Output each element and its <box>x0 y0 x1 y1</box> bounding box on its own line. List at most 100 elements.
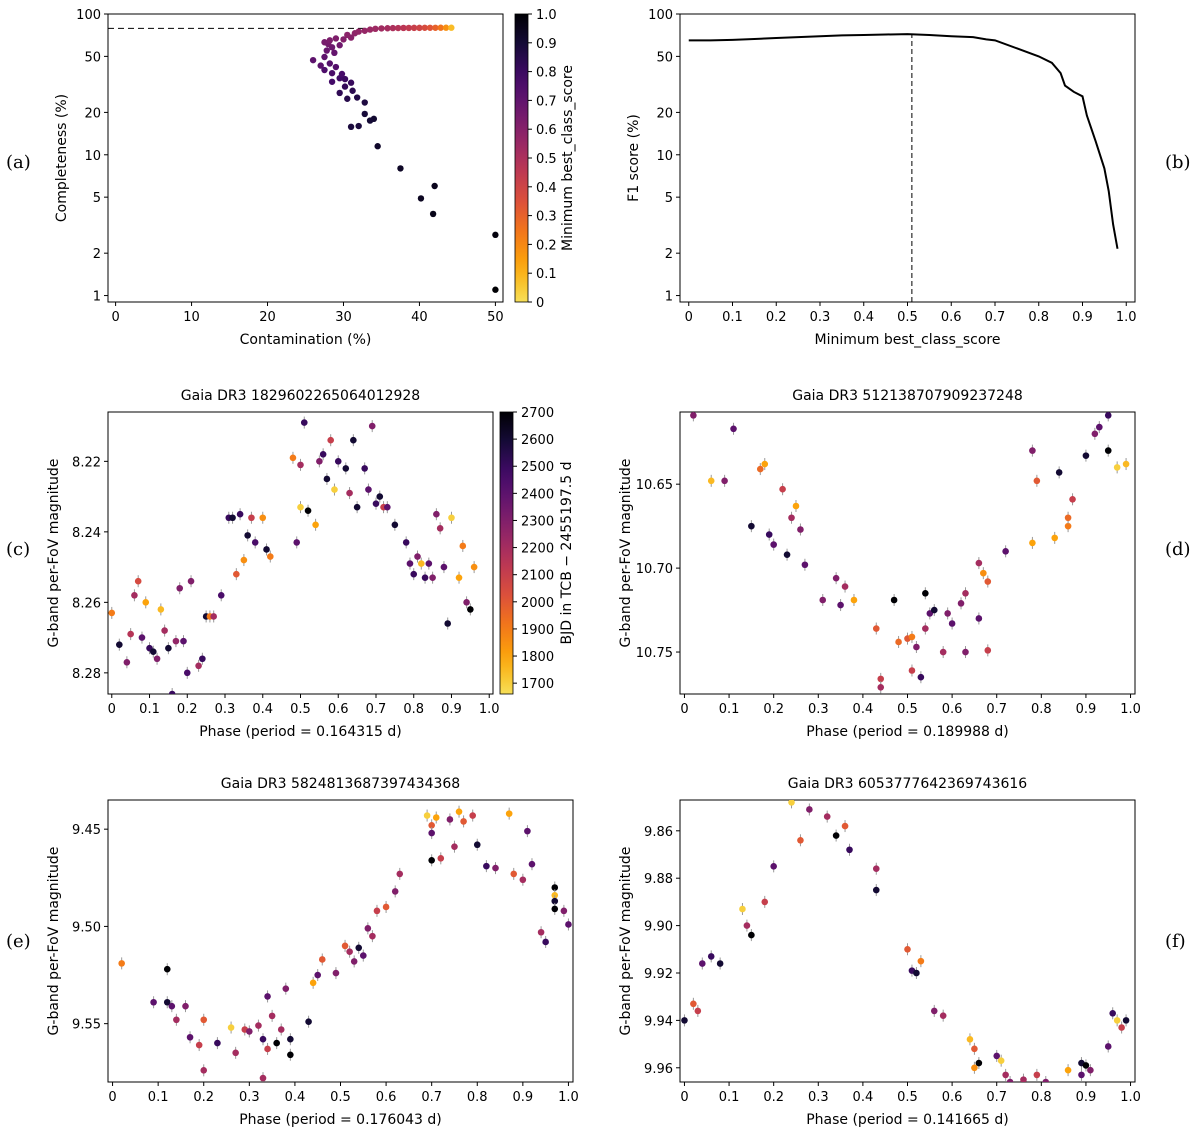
data-point <box>323 475 331 483</box>
x-tick-label: 0.5 <box>897 702 918 717</box>
data-point <box>321 39 328 46</box>
data-point <box>832 574 840 582</box>
data-point <box>368 422 376 430</box>
data-point <box>446 816 454 823</box>
data-point <box>962 648 969 656</box>
data-point <box>761 898 769 906</box>
chart-a: 0 10 20 30 40 50 1 2 5 10 20 50 100 Contamination (%)… <box>54 8 576 348</box>
colorbar-tick-label: 0 <box>536 296 544 311</box>
plot-frame-d <box>679 411 1136 695</box>
data-point <box>342 465 350 472</box>
data-point <box>1082 1062 1090 1069</box>
data-point <box>149 648 157 655</box>
colorbar-tick-label: 2700 <box>521 406 554 421</box>
x-tick-label: 0.4 <box>853 702 874 717</box>
x-tick-label: 0.2 <box>763 1090 784 1105</box>
y-axis-label: G-band per-FoV magnitude <box>46 847 62 1036</box>
y-tick-label: 9.86 <box>644 825 673 840</box>
x-tick-label: 1.0 <box>1120 1090 1141 1105</box>
data-point <box>353 503 361 511</box>
y-tick-label: 2 <box>93 247 101 262</box>
data-point <box>1064 514 1072 522</box>
x-tick-label: 0.6 <box>942 1090 963 1105</box>
y-tick-label: 8.24 <box>72 526 101 541</box>
data-point <box>730 425 737 433</box>
data-point <box>200 1067 208 1074</box>
colorbar-tick-label: 2100 <box>521 569 554 584</box>
x-tick-label: 0.1 <box>719 1090 740 1105</box>
data-point <box>341 75 349 83</box>
y-tick-label: 5 <box>665 191 673 206</box>
data-point <box>182 1002 189 1010</box>
x-tick-label: 0 <box>111 310 119 325</box>
data-point <box>350 958 358 965</box>
x-tick-label: 1.0 <box>479 702 500 717</box>
data-point <box>264 993 271 1000</box>
data-point <box>850 596 858 604</box>
data-point <box>537 928 545 936</box>
data-point <box>397 165 404 172</box>
chart-title: Gaia DR3 5824813687397434368 <box>221 776 460 792</box>
x-tick-label: 0 <box>108 702 116 717</box>
data-point <box>690 412 697 419</box>
data-point <box>118 960 125 967</box>
data-point <box>417 195 425 202</box>
x-tick-label: 0.7 <box>986 1090 1007 1105</box>
data-point <box>1033 1071 1041 1079</box>
data-point <box>259 514 267 522</box>
y-tick-label: 8.22 <box>72 455 101 470</box>
data-point <box>232 1049 239 1057</box>
x-axis-label: Phase (period = 0.189988 d) <box>806 724 1009 740</box>
data-point <box>1109 1009 1116 1017</box>
colorbar <box>514 13 529 303</box>
data-point <box>492 864 499 872</box>
data-point <box>326 60 334 67</box>
x-tick-label: 0.5 <box>897 310 918 325</box>
colorbar-tick-label: 2300 <box>521 514 554 529</box>
data-point <box>319 451 327 458</box>
data-point <box>792 502 800 510</box>
data-point <box>428 856 435 864</box>
data-point <box>195 1041 203 1049</box>
data-point <box>361 110 368 118</box>
data-point <box>314 971 322 979</box>
data-point <box>1078 1071 1085 1079</box>
colorbar-tick-label: 2000 <box>521 596 554 611</box>
data-point <box>289 454 297 462</box>
data-point <box>217 592 225 599</box>
data-point <box>756 465 764 473</box>
data-point <box>681 1017 688 1024</box>
data-point <box>779 485 786 493</box>
data-point <box>962 589 969 597</box>
data-point <box>832 832 840 839</box>
data-point <box>336 89 343 97</box>
data-point <box>259 1035 267 1043</box>
x-tick-label: 0.1 <box>719 702 740 717</box>
data-point <box>908 633 916 641</box>
data-point <box>347 79 355 86</box>
panel-labels: (a) (b) (c) (d) (e) (f) <box>6 152 1191 952</box>
data-point <box>913 969 920 977</box>
y-tick-label: 9.55 <box>72 1018 101 1033</box>
data-point <box>761 460 769 468</box>
data-point <box>770 863 777 870</box>
data-point <box>366 26 374 33</box>
data-point <box>372 500 380 507</box>
x-tick-label: 0.4 <box>252 702 273 717</box>
data-point <box>801 561 809 569</box>
data-point <box>1113 1017 1121 1024</box>
data-point <box>251 539 259 546</box>
data-point <box>287 1035 294 1043</box>
data-point <box>400 24 407 32</box>
data-point <box>168 690 176 694</box>
x-tick-label: 0.1 <box>148 1090 169 1105</box>
data-point <box>347 123 355 131</box>
data-point <box>341 83 349 90</box>
data-point <box>328 69 336 77</box>
data-point <box>984 578 992 585</box>
data-point <box>323 47 330 54</box>
data-point <box>971 1045 978 1053</box>
data-point <box>340 36 347 43</box>
data-point <box>1082 452 1090 459</box>
